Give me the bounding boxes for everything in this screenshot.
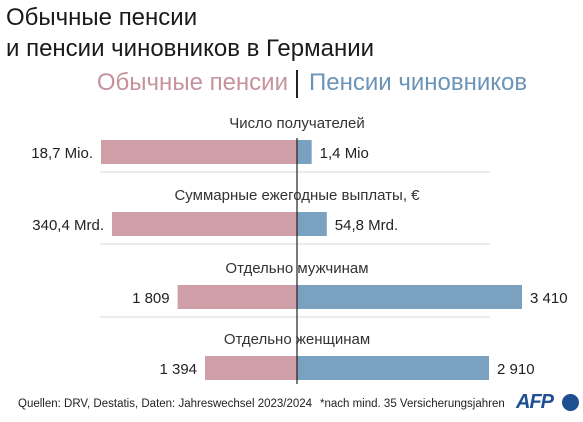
title-line-2: и пенсии чиновников в Германии <box>6 35 375 62</box>
value-label-civil: 1,4 Mio <box>320 145 369 162</box>
value-label-regular: 18,7 Mio. <box>31 145 93 162</box>
legend-civil-pensions: Пенсии чиновников <box>309 69 528 96</box>
afp-logo: AFP <box>516 391 554 413</box>
bar-civil <box>297 356 489 380</box>
group-label: Число получателей <box>229 115 365 132</box>
bar-regular <box>112 212 297 236</box>
value-label-regular: 1 809 <box>132 290 170 307</box>
bar-civil <box>297 212 327 236</box>
value-label-regular: 340,4 Mrd. <box>32 217 104 234</box>
footer-sources: Quellen: DRV, Destatis, Daten: Jahreswec… <box>18 398 313 410</box>
value-label-regular: 1 394 <box>159 361 197 378</box>
legend-regular-pensions: Обычные пенсии <box>96 69 288 96</box>
legend-divider <box>296 70 298 98</box>
value-label-civil: 2 910 <box>497 361 535 378</box>
title-line-1: Обычные пенсии <box>6 4 198 31</box>
bar-regular <box>205 356 297 380</box>
bar-civil <box>297 285 522 309</box>
bar-regular <box>177 285 297 309</box>
bar-civil <box>297 140 312 164</box>
bar-regular <box>101 140 297 164</box>
footer-note: *nach mind. 35 Versicherungsjahren <box>320 398 505 410</box>
afp-logo-mark <box>562 394 579 411</box>
value-label-civil: 3 410 <box>530 290 568 307</box>
value-label-civil: 54,8 Mrd. <box>335 217 398 234</box>
chart-title: Обычные пенсии и пенсии чиновников в Гер… <box>6 2 374 64</box>
